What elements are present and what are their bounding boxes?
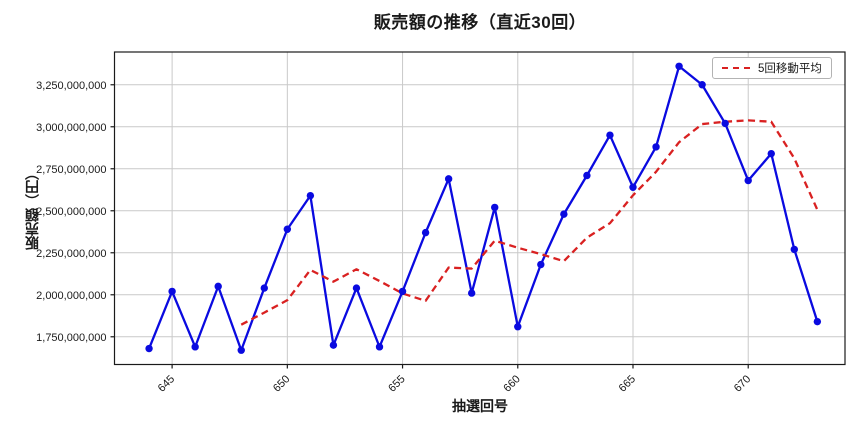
y-tick-label: 2,500,000,000 <box>36 206 106 218</box>
sales-data-point <box>191 343 199 351</box>
sales-data-point <box>514 322 522 331</box>
x-tick-label: 650 <box>271 373 292 394</box>
sales-data-point <box>537 260 545 269</box>
sales-data-point <box>168 287 176 296</box>
x-tick-label: 660 <box>501 373 522 394</box>
sales-data-point <box>698 81 706 89</box>
y-axis-label: 販売額（円） <box>24 166 40 250</box>
sales-data-point <box>813 317 822 326</box>
sales-data-point <box>398 287 407 296</box>
sales-data-point <box>352 284 361 292</box>
sales-data-point <box>421 228 430 237</box>
sales-data-point <box>560 210 568 218</box>
y-tick-label: 1,750,000,000 <box>36 332 106 344</box>
plot-border <box>113 51 846 366</box>
sales-data-point <box>214 282 222 291</box>
y-tick-label: 2,250,000,000 <box>36 248 106 260</box>
x-tick-label: 670 <box>732 373 753 394</box>
sales-data-point <box>444 175 453 183</box>
sales-data-point <box>606 131 614 139</box>
sales-data-point <box>306 191 315 200</box>
moving-average-dash-icon <box>722 67 750 69</box>
sales-data-point <box>145 344 153 353</box>
sales-line <box>147 65 819 352</box>
y-tick-label: 3,250,000,000 <box>36 80 106 92</box>
sales-data-point <box>329 341 338 349</box>
sales-data-point <box>375 343 384 351</box>
sales-data-point <box>237 346 245 354</box>
sales-data-point <box>283 225 292 233</box>
sales-data-point <box>652 143 660 151</box>
y-tick-label: 2,000,000,000 <box>36 290 106 302</box>
y-tick-label: 3,000,000,000 <box>36 122 106 134</box>
sales-data-point <box>767 149 775 158</box>
sales-data-point <box>744 176 752 185</box>
x-axis-label: 抽選回号 <box>452 398 508 414</box>
sales-data-point <box>583 171 591 180</box>
sales-data-point <box>260 284 268 292</box>
sales-data-point <box>675 62 683 70</box>
sales-data-point <box>491 203 499 212</box>
x-tick-label: 645 <box>156 373 177 394</box>
sales-data-point <box>790 245 799 254</box>
x-tick-label: 665 <box>617 373 638 394</box>
x-tick-label: 655 <box>386 373 407 394</box>
chart-title: 販売額の推移（直近30回） <box>373 13 587 32</box>
legend: 5回移動平均 <box>712 57 832 79</box>
y-tick-label: 2,750,000,000 <box>36 164 106 176</box>
sales-data-point <box>721 119 729 128</box>
sales-data-point <box>629 183 637 191</box>
moving-average-line <box>240 119 819 326</box>
sales-data-point <box>467 289 476 297</box>
legend-label-moving-average: 5回移動平均 <box>758 63 822 75</box>
